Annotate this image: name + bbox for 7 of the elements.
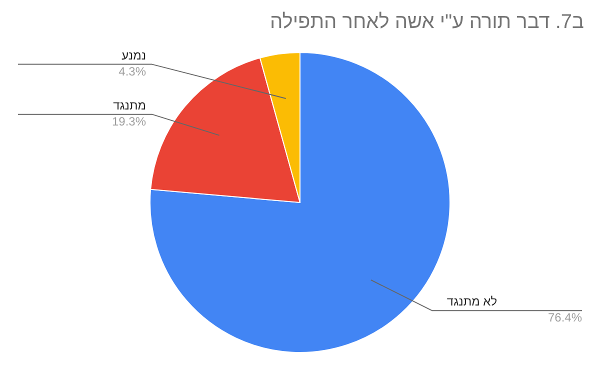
slice-label: לא מתנגד xyxy=(446,294,498,309)
data-label: 19.3% xyxy=(112,114,146,128)
slice-label: נמנע xyxy=(122,48,146,62)
data-label: 4.3% xyxy=(118,64,146,78)
data-label: 76.4% xyxy=(548,310,582,325)
chart-title: ב7. דבר תורה ע"י אשה לאחר התפילה xyxy=(270,11,584,33)
slice-label: מתנגד xyxy=(113,98,146,112)
